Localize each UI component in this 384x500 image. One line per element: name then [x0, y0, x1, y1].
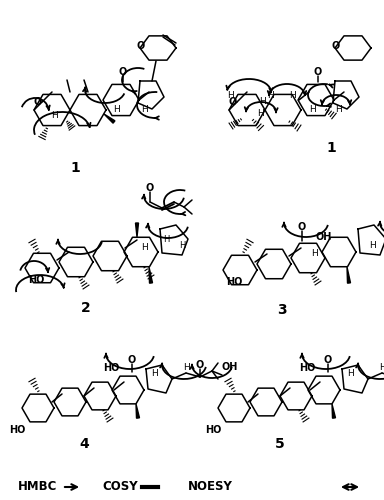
Text: O: O — [119, 67, 127, 77]
Text: H: H — [260, 98, 266, 106]
Text: 4: 4 — [79, 437, 89, 451]
Text: O: O — [34, 97, 42, 107]
Text: H: H — [268, 92, 275, 100]
Text: H: H — [290, 92, 296, 100]
Text: HO: HO — [28, 275, 45, 285]
Polygon shape — [332, 404, 336, 418]
Text: HMBC: HMBC — [18, 480, 58, 494]
Text: HO: HO — [226, 277, 242, 287]
Polygon shape — [347, 267, 351, 283]
Polygon shape — [136, 404, 139, 418]
Text: O: O — [324, 355, 332, 365]
Text: O: O — [298, 222, 306, 232]
Text: HO: HO — [10, 425, 26, 435]
Text: H: H — [369, 240, 376, 250]
Text: H: H — [151, 368, 157, 378]
Text: 1: 1 — [326, 141, 336, 155]
Text: H: H — [142, 244, 148, 252]
Text: H: H — [228, 92, 234, 100]
Polygon shape — [149, 267, 152, 283]
Text: H: H — [141, 104, 147, 114]
Text: OH: OH — [222, 362, 238, 372]
Text: H: H — [179, 240, 185, 250]
Text: O: O — [196, 360, 204, 370]
Text: 2: 2 — [81, 301, 91, 315]
Text: H: H — [311, 250, 317, 258]
Text: H: H — [309, 106, 315, 114]
Text: H: H — [51, 112, 57, 120]
Polygon shape — [104, 114, 115, 123]
Text: O: O — [229, 97, 237, 107]
Text: COSY: COSY — [102, 480, 138, 494]
Text: H: H — [336, 104, 343, 114]
Text: O: O — [146, 183, 154, 193]
Text: O: O — [314, 67, 322, 77]
Text: HO: HO — [300, 363, 316, 373]
Text: 3: 3 — [277, 303, 287, 317]
Text: H: H — [114, 106, 120, 114]
Text: H: H — [163, 234, 169, 244]
Text: H: H — [347, 368, 353, 378]
Text: OH: OH — [316, 232, 333, 242]
Text: 5: 5 — [275, 437, 285, 451]
Polygon shape — [136, 223, 139, 237]
Text: O: O — [332, 41, 340, 51]
Text: HO: HO — [104, 363, 120, 373]
Text: NOESY: NOESY — [187, 480, 232, 494]
Text: HO: HO — [205, 425, 222, 435]
Text: H: H — [183, 362, 189, 372]
Text: H: H — [379, 362, 384, 372]
Text: O: O — [137, 41, 145, 51]
Text: 1: 1 — [70, 161, 80, 175]
Text: H: H — [258, 110, 264, 118]
Text: O: O — [128, 355, 136, 365]
